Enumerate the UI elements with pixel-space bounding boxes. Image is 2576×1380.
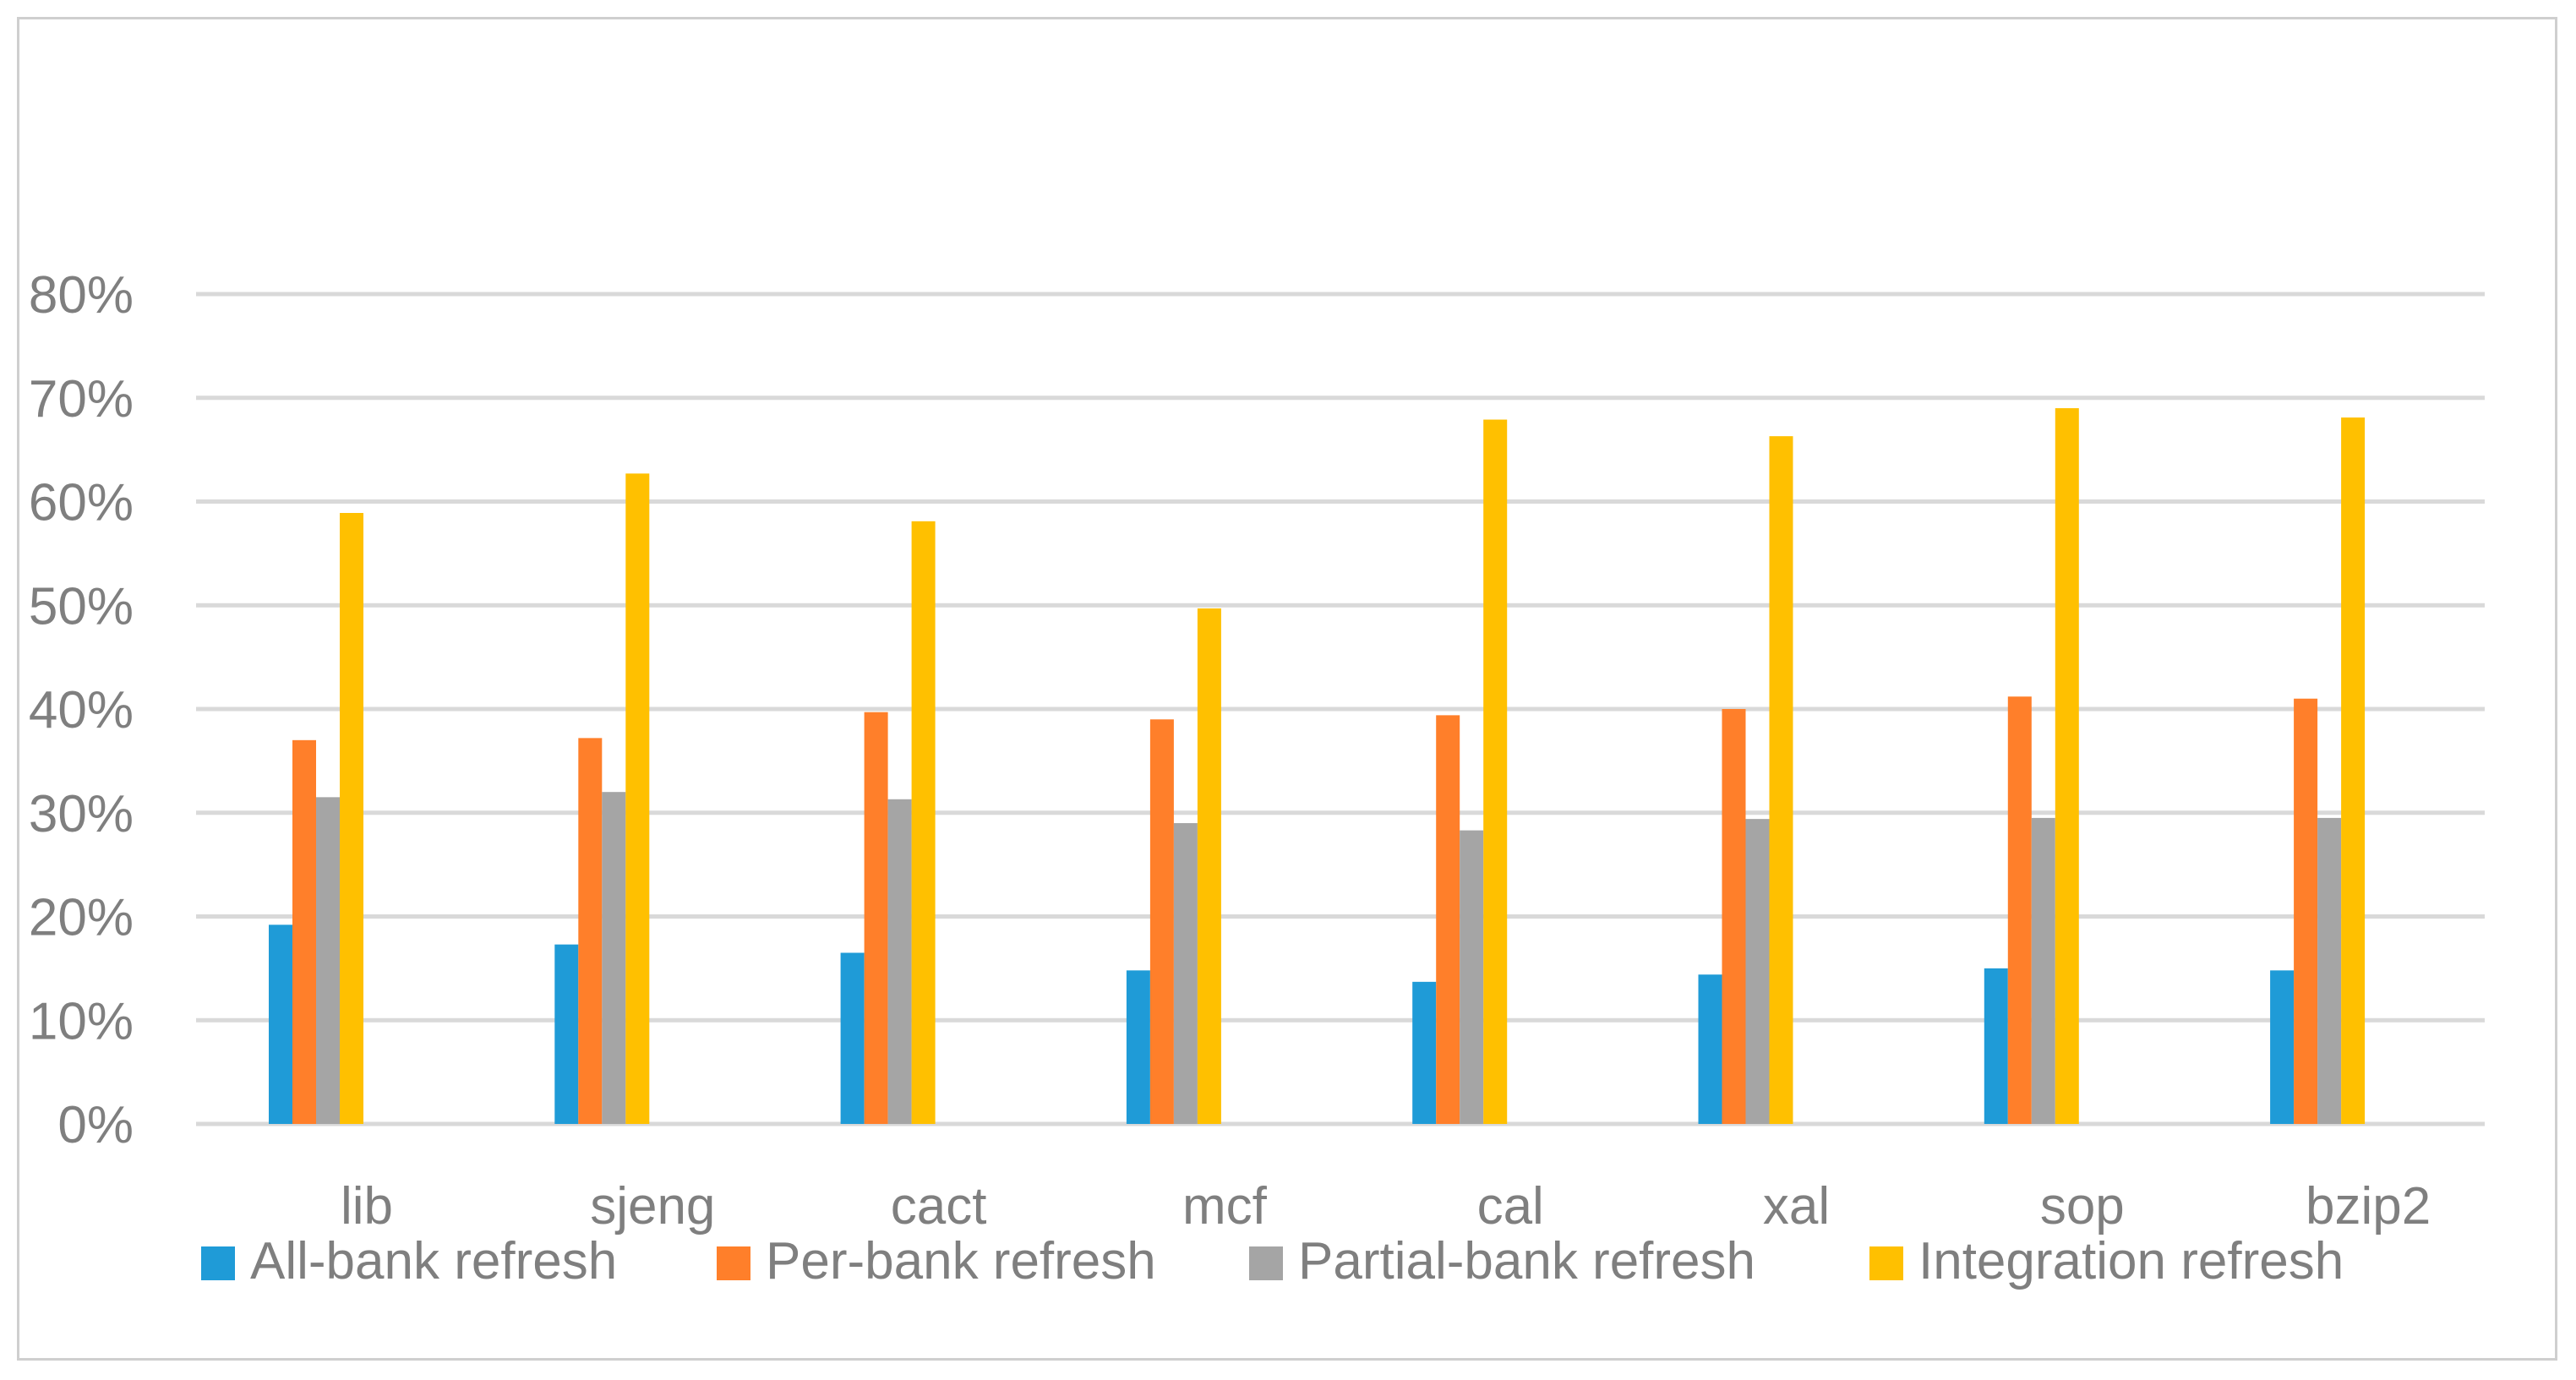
y-tick-label: 20% <box>29 889 134 947</box>
x-category-label: lib <box>341 1177 393 1235</box>
y-tick-label: 80% <box>29 266 134 325</box>
bar-partial-bank-refresh-cact <box>887 799 912 1124</box>
grid-lines <box>196 292 2485 1126</box>
bar-all-bank-refresh-xal <box>1698 974 1722 1124</box>
bars <box>269 408 2366 1125</box>
bar-partial-bank-refresh-lib <box>316 797 340 1124</box>
bar-integration-refresh-cact <box>911 521 936 1124</box>
legend-label: Partial-bank refresh <box>1298 1232 1755 1290</box>
bar-all-bank-refresh-mcf <box>1126 970 1150 1124</box>
legend: All-bank refresh Per-bank refresh Partial-… <box>201 1232 2344 1290</box>
bar-per-bank-refresh-sjeng <box>578 738 603 1124</box>
bar-partial-bank-refresh-bzip2 <box>2317 817 2342 1124</box>
bar-partial-bank-refresh-cal <box>1460 830 1484 1124</box>
bar-partial-bank-refresh-sop <box>2031 817 2055 1124</box>
y-tick-label: 70% <box>29 370 134 428</box>
bar-all-bank-refresh-cal <box>1412 981 1437 1124</box>
bar-per-bank-refresh-lib <box>292 739 316 1124</box>
bar-per-bank-refresh-sop <box>2007 696 2032 1124</box>
bar-integration-refresh-lib <box>340 513 363 1124</box>
bar-integration-refresh-cal <box>1483 419 1508 1125</box>
y-axis-ticks: 0% 10% 20% 30% 40% 50% 60% 70% 80% <box>29 266 134 1154</box>
legend-swatch <box>1249 1246 1283 1280</box>
bar-per-bank-refresh-mcf <box>1149 719 1174 1124</box>
x-category-label: cact <box>891 1177 987 1235</box>
bar-per-bank-refresh-cact <box>864 712 888 1124</box>
bar-per-bank-refresh-bzip2 <box>2294 698 2318 1124</box>
chart-frame <box>17 17 2557 1361</box>
legend-label: All-bank refresh <box>250 1232 617 1290</box>
bar-integration-refresh-sop <box>2055 408 2079 1124</box>
bar-integration-refresh-sjeng <box>625 473 650 1124</box>
x-category-label: sjeng <box>590 1177 715 1235</box>
y-tick-label: 50% <box>29 577 134 635</box>
x-category-label: cal <box>1477 1177 1544 1235</box>
bar-integration-refresh-mcf <box>1197 608 1221 1124</box>
x-category-label: mcf <box>1182 1177 1268 1235</box>
x-axis-categories: lib sjeng cact mcf cal xal sop bzip2 <box>341 1177 2431 1235</box>
legend-swatch <box>717 1246 750 1280</box>
y-tick-label: 60% <box>29 474 134 532</box>
y-tick-label: 10% <box>29 992 134 1050</box>
legend-swatch <box>1869 1246 1903 1280</box>
bar-partial-bank-refresh-sjeng <box>602 792 626 1124</box>
bar-all-bank-refresh-cact <box>840 952 865 1124</box>
bar-integration-refresh-xal <box>1769 436 1793 1124</box>
legend-swatch <box>201 1246 235 1280</box>
bar-all-bank-refresh-sop <box>1984 968 2008 1124</box>
x-category-label: xal <box>1763 1177 1830 1235</box>
bar-per-bank-refresh-xal <box>1722 709 1746 1124</box>
bar-partial-bank-refresh-mcf <box>1173 823 1198 1124</box>
bar-integration-refresh-bzip2 <box>2341 417 2366 1124</box>
legend-label: Per-bank refresh <box>766 1232 1156 1290</box>
legend-label: Integration refresh <box>1918 1232 2344 1290</box>
y-tick-label: 0% <box>57 1096 134 1154</box>
x-category-label: sop <box>2040 1177 2125 1235</box>
bar-all-bank-refresh-lib <box>269 925 292 1124</box>
x-category-label: bzip2 <box>2306 1177 2431 1235</box>
y-tick-label: 40% <box>29 681 134 739</box>
bar-partial-bank-refresh-xal <box>1745 819 1770 1124</box>
bar-per-bank-refresh-cal <box>1436 715 1460 1124</box>
bar-all-bank-refresh-sjeng <box>554 944 579 1124</box>
bar-all-bank-refresh-bzip2 <box>2270 970 2295 1124</box>
y-tick-label: 30% <box>29 785 134 843</box>
